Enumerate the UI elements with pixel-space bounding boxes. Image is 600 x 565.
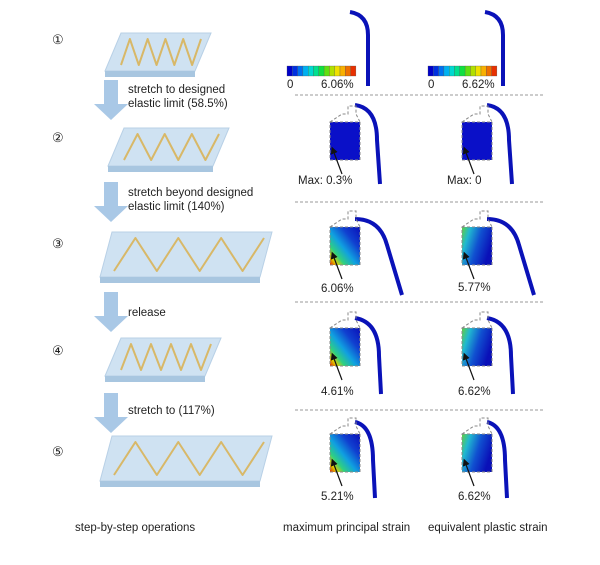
substrate-step5-trace — [113, 441, 265, 476]
row4-principal-value: 4.61% — [321, 386, 354, 398]
substrate-step5-edge — [100, 481, 260, 487]
inset-outline-row2-plastic — [461, 105, 493, 123]
colorbar-2-segment — [454, 65, 460, 77]
wire-row3-principal — [354, 217, 404, 296]
colorbar-1-segment — [323, 65, 330, 77]
wire-row2-principal — [354, 103, 382, 185]
colorbar-2-segment — [427, 65, 434, 77]
caption-plastic-strain: equivalent plastic strain — [428, 522, 548, 534]
row5-principal-value: 5.21% — [321, 491, 354, 503]
colorbar-1-max: 6.06% — [321, 79, 354, 91]
colorbar-2-segment — [486, 65, 492, 77]
substrate-step3-trace — [113, 237, 265, 272]
pointer-arrow-icon-row5-plastic — [462, 458, 475, 487]
wire-row5-plastic — [486, 420, 509, 499]
transition-1-line1: stretch to designed — [128, 84, 226, 96]
colorbar-1-segment — [318, 65, 325, 77]
colorbar-2-segment — [470, 65, 476, 77]
transition-4-label: stretch to (117%) — [128, 405, 215, 417]
wire-row2-plastic — [486, 103, 514, 185]
colorbar-2-segment — [491, 65, 498, 77]
colorbar-1-segment — [308, 65, 314, 77]
pointer-arrow-icon-row2-plastic — [462, 146, 475, 175]
colorbar-1-segment — [313, 65, 319, 77]
substrate-step2-trace — [123, 133, 220, 161]
pointer-arrow-icon-row2-principal — [330, 146, 343, 175]
colorbar-2-segment — [443, 65, 450, 77]
colorbar-1-segment — [302, 65, 309, 77]
colorbar-1-segment — [334, 65, 341, 77]
pointer-arrow-icon-row3-principal — [330, 251, 343, 280]
colorbar-2-segment — [464, 65, 471, 77]
inset-outline-row2-principal — [329, 105, 361, 123]
substrate-step1-top — [104, 32, 212, 72]
wire-step1-plastic — [484, 10, 505, 86]
transition-2-line2: elastic limit (140%) — [128, 201, 225, 213]
wire-row4-plastic — [486, 316, 515, 395]
down-arrow-icon-4 — [94, 393, 128, 433]
step-number-2: ② — [52, 130, 64, 145]
colorbar-1-segment — [345, 65, 351, 77]
transition-1-line2: elastic limit (58.5%) — [128, 98, 228, 110]
colorbar-1-segment — [292, 65, 298, 77]
wire-row5-principal — [354, 420, 377, 499]
pointer-arrow-icon-row3-plastic — [462, 251, 475, 280]
wire-step1-principal — [349, 10, 370, 86]
colorbar-1-segment — [286, 65, 293, 77]
step-number-5: ⑤ — [52, 444, 64, 459]
substrate-step1-edge — [105, 71, 195, 77]
row3-plastic-value: 5.77% — [458, 282, 491, 294]
row2-principal-value: Max: 0.3% — [298, 175, 353, 187]
row4-plastic-value: 6.62% — [458, 386, 491, 398]
row5-plastic-value: 6.62% — [458, 491, 491, 503]
substrate-step4-trace — [120, 343, 212, 371]
substrate-step3-edge — [100, 277, 260, 283]
step-number-3: ③ — [52, 236, 64, 251]
down-arrow-icon-2 — [94, 182, 128, 222]
inset-contour-row3-principal — [329, 226, 361, 266]
colorbar-1-min: 0 — [287, 79, 294, 91]
colorbar-2-segment — [480, 65, 487, 77]
pointer-arrow-icon-row5-principal — [330, 458, 343, 487]
substrate-step4-top — [104, 337, 222, 377]
colorbar-1-segment — [339, 65, 346, 77]
substrate-step2-top — [107, 127, 230, 167]
row2-plastic-value: Max: 0 — [447, 175, 482, 187]
transition-3-label: release — [128, 307, 166, 319]
wire-row4-principal — [354, 316, 383, 395]
down-arrow-icon-1 — [94, 80, 128, 120]
substrate-step4-edge — [105, 376, 205, 382]
transition-2-line1: stretch beyond designed — [128, 187, 254, 199]
colorbar-2-segment — [433, 65, 439, 77]
colorbar-2-segment — [438, 65, 445, 77]
colorbar-2-segment — [459, 65, 466, 77]
step-number-1: ① — [52, 32, 64, 47]
pointer-arrow-icon-row4-principal — [330, 352, 343, 381]
colorbar-1-segment — [329, 65, 335, 77]
step-number-4: ④ — [52, 343, 64, 358]
substrate-step1-trace — [120, 38, 202, 66]
pointer-arrow-icon-row4-plastic — [462, 352, 475, 381]
wire-row3-plastic — [486, 217, 536, 296]
row3-principal-value: 6.06% — [321, 283, 354, 295]
down-arrow-icon-3 — [94, 292, 128, 332]
substrate-step2-edge — [108, 166, 213, 172]
colorbar-1-segment — [350, 65, 357, 77]
caption-operations: step-by-step operations — [75, 522, 196, 534]
colorbar-1-segment — [297, 65, 304, 77]
colorbar-2-segment — [449, 65, 455, 77]
colorbar-2-max: 6.62% — [462, 79, 495, 91]
colorbar-2-segment — [475, 65, 482, 77]
caption-principal-strain: maximum principal strain — [283, 522, 411, 534]
colorbar-2-min: 0 — [428, 79, 435, 91]
